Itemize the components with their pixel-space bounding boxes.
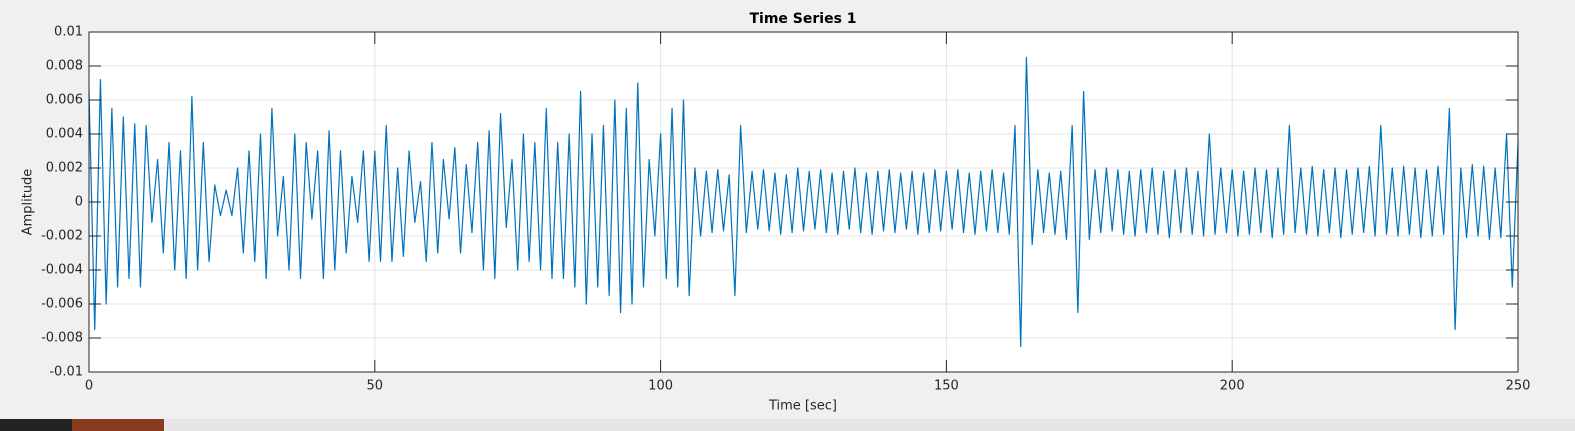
x-tick-label: 100 [648, 379, 673, 394]
chart-title: Time Series 1 [749, 11, 856, 27]
signal-line [88, 56, 1519, 348]
y-tick-label: 0.008 [46, 59, 83, 74]
taskbar-block [0, 419, 72, 431]
y-tick-label: 0 [75, 195, 83, 210]
x-tick-label: 150 [934, 379, 959, 394]
y-tick-label: 0.004 [46, 127, 83, 142]
y-tick-label: 0.002 [46, 161, 83, 176]
x-tick-label: 200 [1220, 379, 1245, 394]
y-axis-label: Amplitude [21, 169, 36, 236]
x-tick-label: 250 [1506, 379, 1531, 394]
y-tick-label: -0.01 [49, 365, 83, 380]
y-tick-label: 0.006 [46, 93, 83, 108]
x-axis-label: Time [sec] [768, 399, 837, 414]
x-tick-label: 0 [85, 379, 93, 394]
window-strip [0, 419, 1575, 431]
ticks: -0.01 -0.008 -0.006 -0.004 -0.002 0 0.002 0.004… [41, 25, 1530, 394]
taskbar-block [72, 419, 164, 431]
y-tick-label: 0.01 [54, 25, 83, 40]
plot [88, 56, 1519, 348]
y-tick-label: -0.004 [41, 263, 83, 278]
x-tick-label: 50 [367, 379, 384, 394]
y-tick-label: -0.006 [41, 297, 83, 312]
y-tick-label: -0.002 [41, 229, 83, 244]
y-tick-label: -0.008 [41, 331, 83, 346]
